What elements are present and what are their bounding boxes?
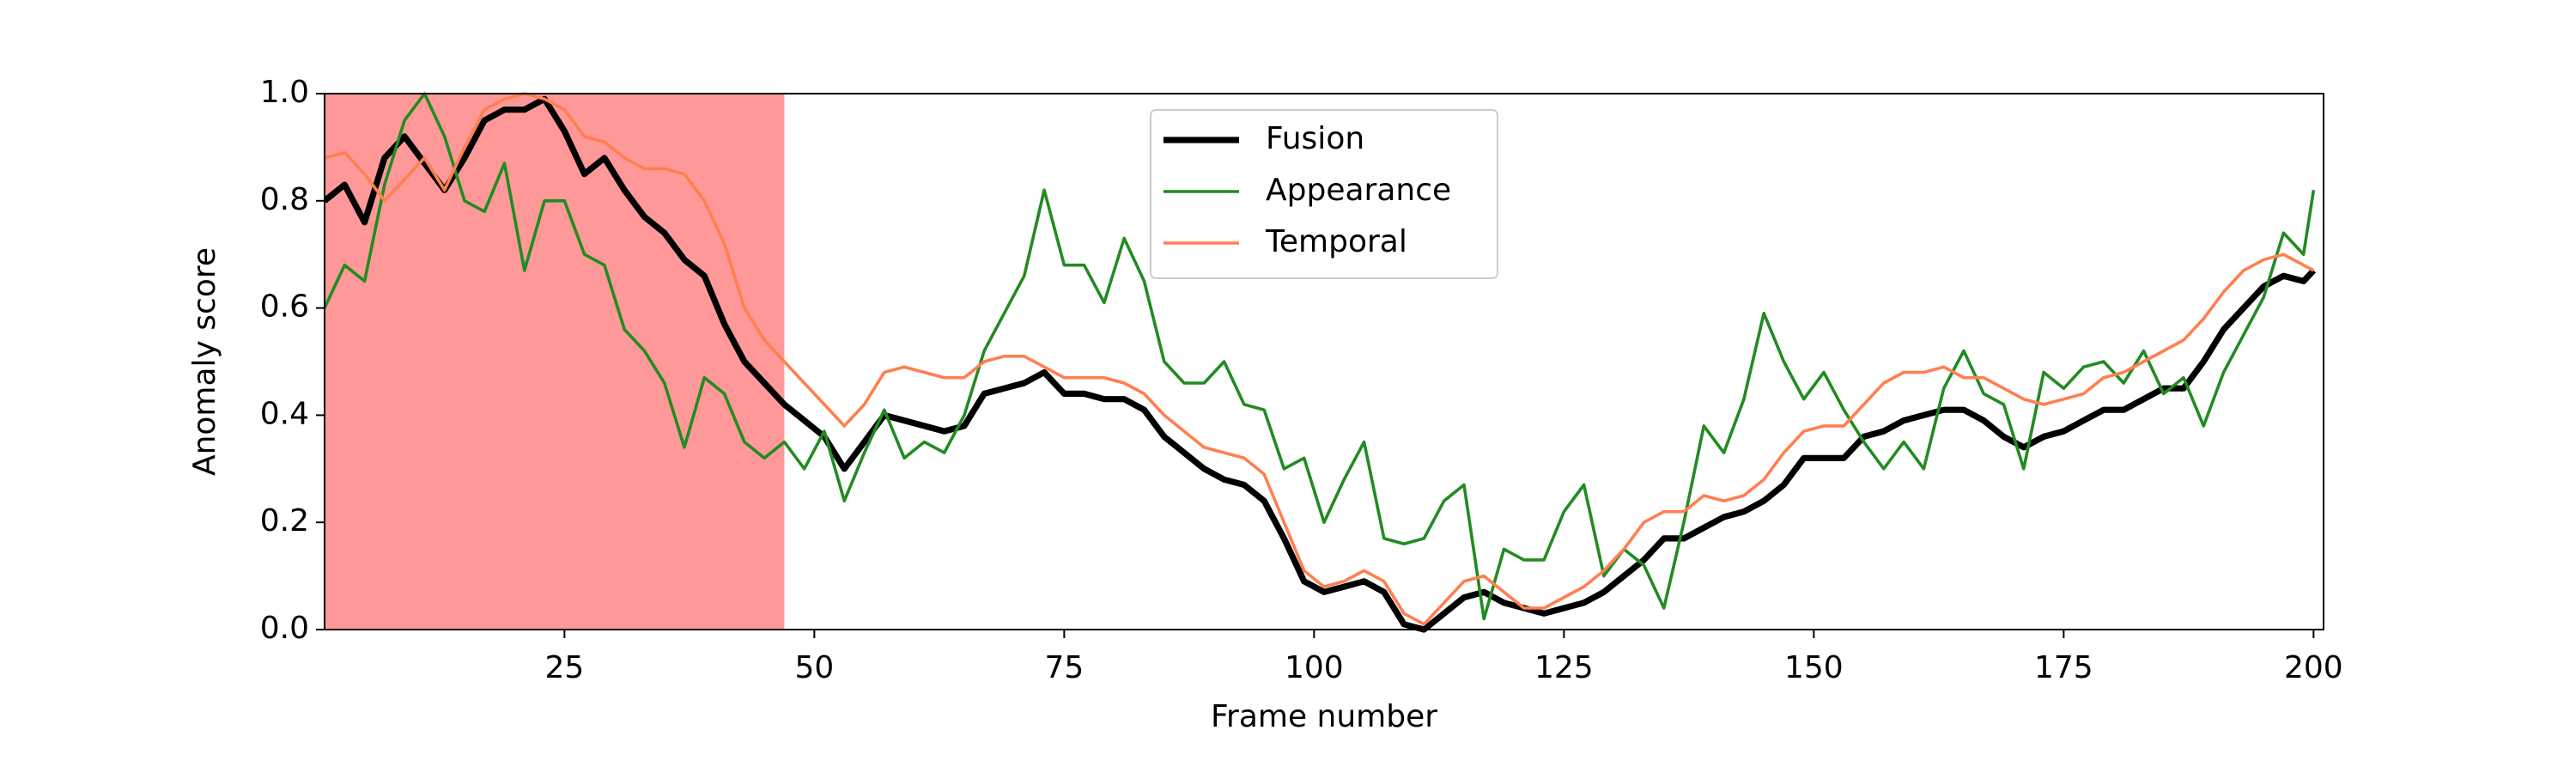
legend-label: Fusion: [1266, 121, 1364, 156]
line-layer: [325, 92, 2317, 633]
y-tick-label: 0.2: [260, 503, 309, 539]
legend-label: Temporal: [1265, 224, 1407, 259]
y-tick-label: 0.6: [260, 289, 309, 325]
x-axis-label: Frame number: [1211, 699, 1437, 734]
x-tick-label: 25: [544, 650, 584, 685]
x-tick-label: 175: [2034, 650, 2093, 685]
axis-layer: 0.0 0.2 0.4 0.6 0.8 1.0 25 50 75 100 125 150 175 200: [260, 75, 2343, 685]
x-tick-label: 50: [794, 650, 834, 685]
plot-frame: [324, 93, 2324, 630]
y-tick-label: 1.0: [260, 75, 309, 110]
y-axis-label: Anomaly score: [187, 247, 222, 476]
shade-layer: [325, 94, 785, 630]
x-tick-label: 75: [1044, 650, 1084, 685]
y-tick-label: 0.8: [260, 182, 309, 217]
series-line: [325, 92, 2316, 621]
legend: Fusion Appearance Temporal: [1150, 109, 1498, 279]
x-tick-label: 150: [1784, 650, 1844, 685]
y-tick-label: 0.0: [260, 611, 309, 646]
x-tick-label: 200: [2284, 650, 2343, 685]
series-line: [325, 92, 2315, 626]
x-tick-label: 100: [1285, 650, 1344, 685]
legend-box: [1150, 109, 1498, 279]
shaded-region: [325, 94, 785, 630]
x-tick-label: 125: [1534, 650, 1594, 685]
legend-label: Appearance: [1266, 173, 1451, 208]
series-line: [325, 95, 2317, 633]
y-tick-label: 0.4: [260, 396, 309, 431]
